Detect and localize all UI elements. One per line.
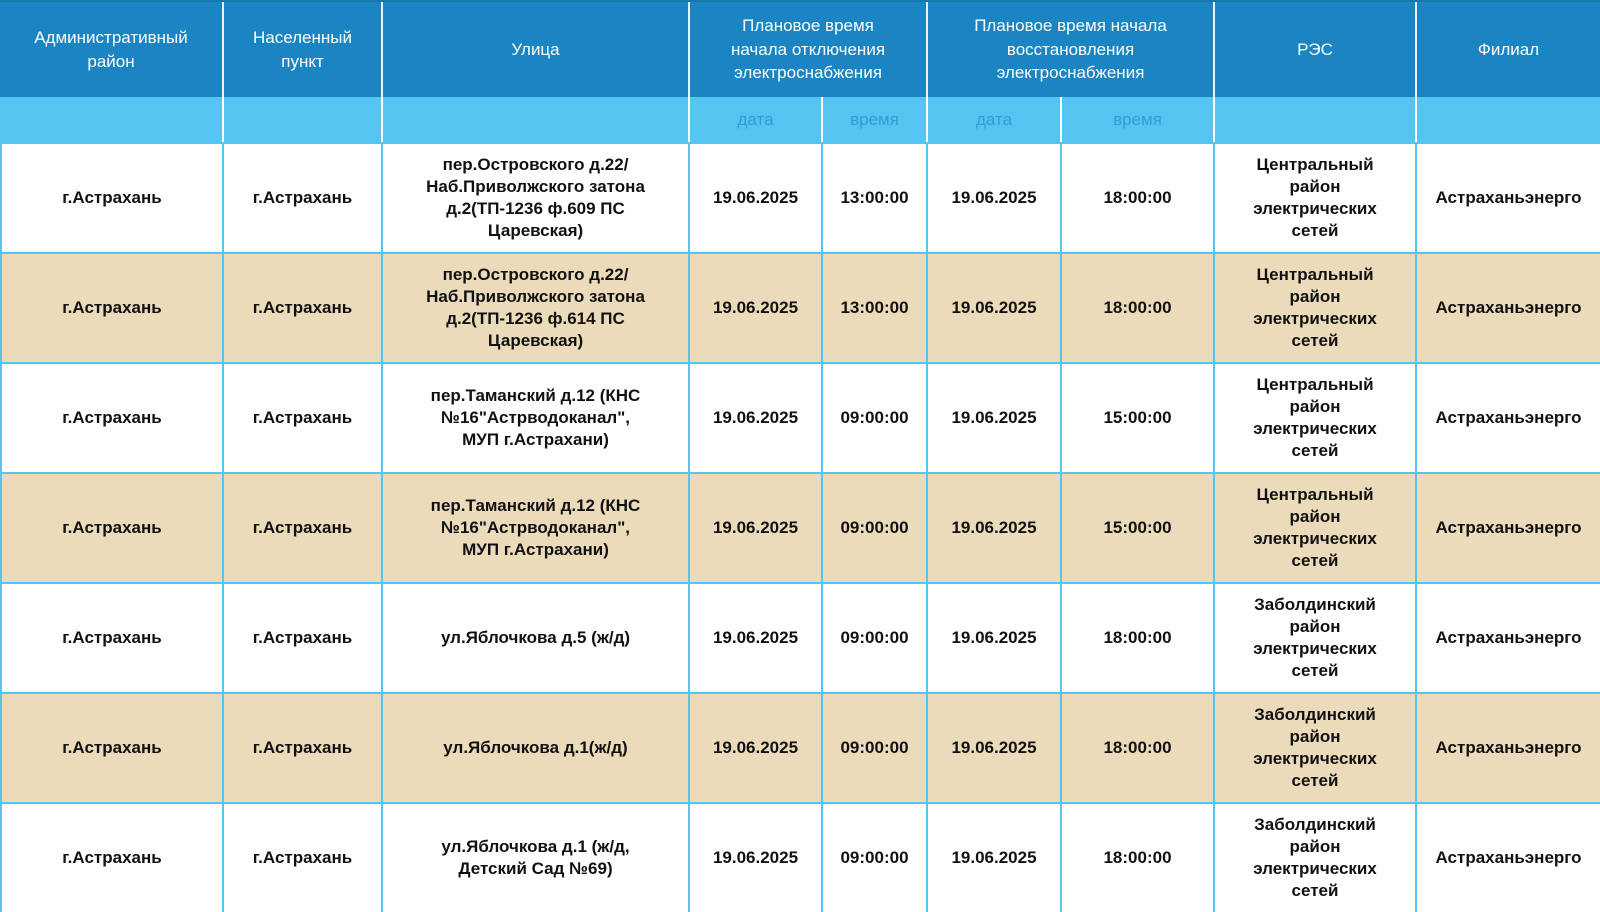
cell-street: ул.Яблочкова д.5 (ж/д) — [383, 582, 690, 692]
table-body: г.Астрахань г.Астрахань пер.Островского … — [0, 142, 1600, 912]
cell-outage-date: 19.06.2025 — [690, 142, 823, 252]
cell-res: Центральный район электрических сетей — [1215, 362, 1418, 472]
cell-street: пер.Островского д.22/ Наб.Приволжского з… — [383, 142, 690, 252]
cell-outage-date: 19.06.2025 — [690, 362, 823, 472]
cell-branch: Астраханьэнерго — [1417, 802, 1600, 912]
cell-restore-time: 15:00:00 — [1062, 362, 1216, 472]
subheader-off-time: время — [823, 97, 928, 142]
header-row: Административный район Населенный пункт … — [0, 2, 1600, 97]
cell-settlement: г.Астрахань — [224, 692, 383, 802]
subheader-on-date: дата — [928, 97, 1062, 142]
cell-restore-date: 19.06.2025 — [928, 692, 1062, 802]
cell-outage-date: 19.06.2025 — [690, 802, 823, 912]
subheader-cell-res — [1215, 97, 1418, 142]
subheader-row: дата время дата время — [0, 97, 1600, 142]
cell-branch: Астраханьэнерго — [1417, 692, 1600, 802]
cell-res: Заболдинский район электрических сетей — [1215, 802, 1418, 912]
cell-restore-time: 15:00:00 — [1062, 472, 1216, 582]
cell-outage-date: 19.06.2025 — [690, 692, 823, 802]
cell-district: г.Астрахань — [0, 692, 224, 802]
col-header-restore-group: Плановое время начала восстановления эле… — [928, 2, 1216, 97]
cell-res: Центральный район электрических сетей — [1215, 252, 1418, 362]
col-header-outage-group: Плановое время начала отключения электро… — [690, 2, 928, 97]
cell-restore-date: 19.06.2025 — [928, 252, 1062, 362]
cell-street: пер.Таманский д.12 (КНС №16"Астрводокана… — [383, 362, 690, 472]
cell-street: ул.Яблочкова д.1 (ж/д, Детский Сад №69) — [383, 802, 690, 912]
table-row: г.Астрахань г.Астрахань ул.Яблочкова д.1… — [0, 692, 1600, 802]
cell-settlement: г.Астрахань — [224, 802, 383, 912]
cell-district: г.Астрахань — [0, 802, 224, 912]
cell-outage-date: 19.06.2025 — [690, 582, 823, 692]
cell-restore-time: 18:00:00 — [1062, 582, 1216, 692]
col-header-settlement: Населенный пункт — [224, 2, 383, 97]
cell-restore-date: 19.06.2025 — [928, 362, 1062, 472]
cell-branch: Астраханьэнерго — [1417, 582, 1600, 692]
cell-district: г.Астрахань — [0, 142, 224, 252]
cell-outage-time: 13:00:00 — [823, 142, 928, 252]
cell-district: г.Астрахань — [0, 252, 224, 362]
cell-res: Заболдинский район электрических сетей — [1215, 692, 1418, 802]
cell-outage-date: 19.06.2025 — [690, 472, 823, 582]
table-row: г.Астрахань г.Астрахань ул.Яблочкова д.5… — [0, 582, 1600, 692]
col-header-branch: Филиал — [1417, 2, 1600, 97]
cell-restore-time: 18:00:00 — [1062, 802, 1216, 912]
subheader-cell-branch — [1417, 97, 1600, 142]
subheader-cell-street — [383, 97, 690, 142]
cell-restore-date: 19.06.2025 — [928, 802, 1062, 912]
cell-branch: Астраханьэнерго — [1417, 142, 1600, 252]
cell-outage-time: 09:00:00 — [823, 582, 928, 692]
cell-settlement: г.Астрахань — [224, 362, 383, 472]
cell-branch: Астраханьэнерго — [1417, 252, 1600, 362]
cell-settlement: г.Астрахань — [224, 252, 383, 362]
table-row: г.Астрахань г.Астрахань пер.Таманский д.… — [0, 472, 1600, 582]
cell-street: пер.Таманский д.12 (КНС №16"Астрводокана… — [383, 472, 690, 582]
cell-outage-date: 19.06.2025 — [690, 252, 823, 362]
cell-res: Центральный район электрических сетей — [1215, 472, 1418, 582]
cell-district: г.Астрахань — [0, 362, 224, 472]
cell-settlement: г.Астрахань — [224, 472, 383, 582]
cell-restore-date: 19.06.2025 — [928, 582, 1062, 692]
table-row: г.Астрахань г.Астрахань ул.Яблочкова д.1… — [0, 802, 1600, 912]
col-header-district: Административный район — [0, 2, 224, 97]
cell-street: ул.Яблочкова д.1(ж/д) — [383, 692, 690, 802]
cell-branch: Астраханьэнерго — [1417, 362, 1600, 472]
table-row: г.Астрахань г.Астрахань пер.Островского … — [0, 252, 1600, 362]
subheader-cell-settlement — [224, 97, 383, 142]
cell-street: пер.Островского д.22/ Наб.Приволжского з… — [383, 252, 690, 362]
cell-restore-time: 18:00:00 — [1062, 252, 1216, 362]
table-row: г.Астрахань г.Астрахань пер.Островского … — [0, 142, 1600, 252]
subheader-off-date: дата — [690, 97, 823, 142]
cell-restore-time: 18:00:00 — [1062, 142, 1216, 252]
table-row: г.Астрахань г.Астрахань пер.Таманский д.… — [0, 362, 1600, 472]
cell-branch: Астраханьэнерго — [1417, 472, 1600, 582]
col-header-res: РЭС — [1215, 2, 1418, 97]
col-header-street: Улица — [383, 2, 690, 97]
cell-outage-time: 13:00:00 — [823, 252, 928, 362]
cell-district: г.Астрахань — [0, 472, 224, 582]
cell-settlement: г.Астрахань — [224, 582, 383, 692]
cell-settlement: г.Астрахань — [224, 142, 383, 252]
subheader-on-time: время — [1062, 97, 1216, 142]
cell-restore-date: 19.06.2025 — [928, 472, 1062, 582]
cell-res: Заболдинский район электрических сетей — [1215, 582, 1418, 692]
cell-district: г.Астрахань — [0, 582, 224, 692]
cell-outage-time: 09:00:00 — [823, 362, 928, 472]
subheader-cell-district — [0, 97, 224, 142]
cell-restore-time: 18:00:00 — [1062, 692, 1216, 802]
cell-outage-time: 09:00:00 — [823, 802, 928, 912]
cell-outage-time: 09:00:00 — [823, 692, 928, 802]
cell-outage-time: 09:00:00 — [823, 472, 928, 582]
cell-res: Центральный район электрических сетей — [1215, 142, 1418, 252]
cell-restore-date: 19.06.2025 — [928, 142, 1062, 252]
